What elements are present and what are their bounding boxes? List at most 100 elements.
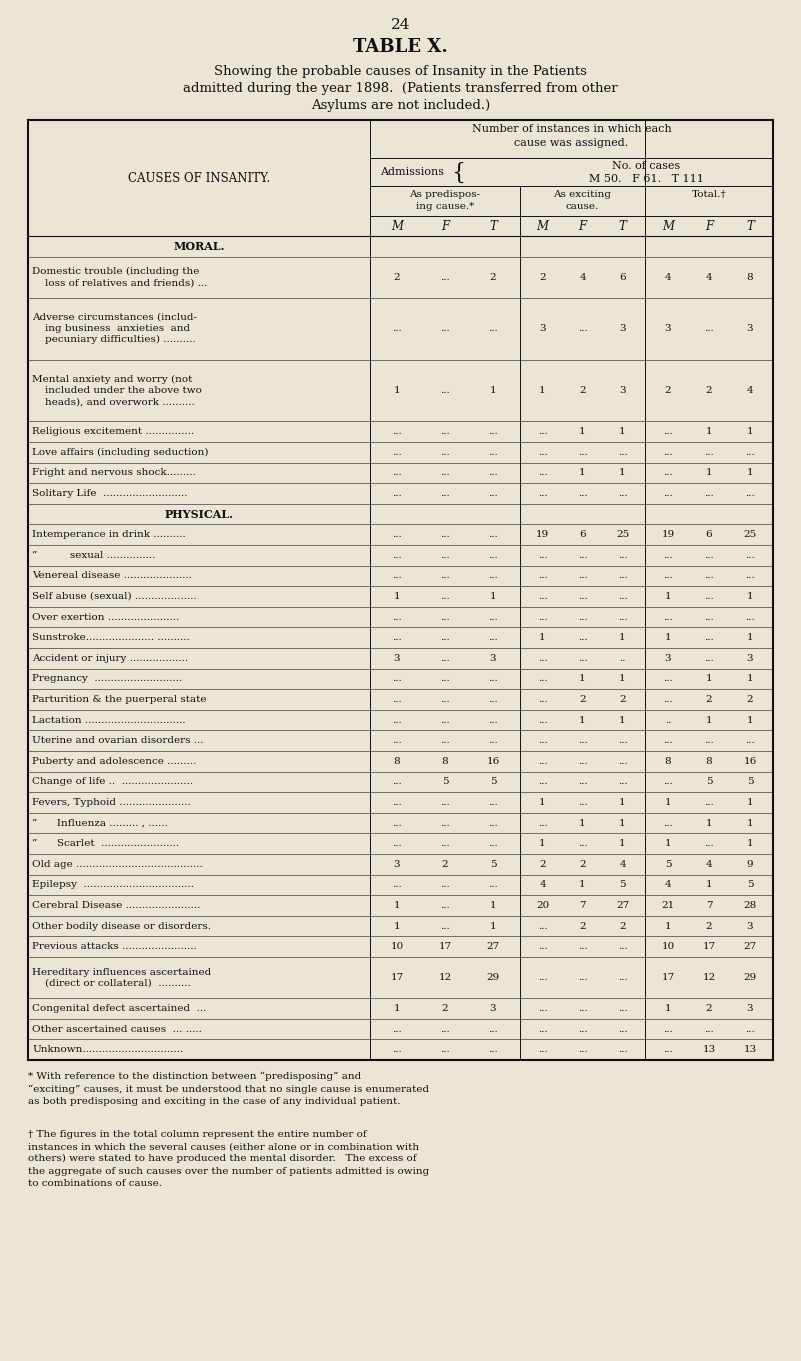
Text: {: { (451, 162, 465, 184)
Text: ...: ... (392, 448, 402, 457)
Text: ...: ... (440, 592, 450, 602)
Text: 4: 4 (706, 272, 712, 282)
Text: 10: 10 (390, 942, 404, 951)
Text: ...: ... (618, 1004, 627, 1013)
Text: ...: ... (745, 612, 755, 622)
Text: 21: 21 (662, 901, 674, 911)
Text: 9: 9 (747, 860, 753, 868)
Text: 24: 24 (391, 18, 410, 33)
Text: ...: ... (704, 551, 714, 559)
Text: ...: ... (704, 448, 714, 457)
Text: ...: ... (578, 592, 587, 602)
Text: ...: ... (440, 1025, 450, 1033)
Text: 20: 20 (536, 901, 549, 911)
Text: 6: 6 (619, 272, 626, 282)
Text: 1: 1 (579, 427, 586, 436)
Text: 5: 5 (665, 860, 671, 868)
Text: 16: 16 (486, 757, 500, 766)
Text: ...: ... (488, 612, 498, 622)
Text: ..: .. (619, 653, 626, 663)
Text: Fright and nervous shock.........: Fright and nervous shock......... (32, 468, 196, 478)
Text: ...: ... (578, 736, 587, 746)
Text: ...: ... (578, 942, 587, 951)
Text: 1: 1 (665, 633, 671, 642)
Text: Love affairs (including seduction): Love affairs (including seduction) (32, 448, 208, 457)
Text: Mental anxiety and worry (not
    included under the above two
    heads), and o: Mental anxiety and worry (not included u… (32, 374, 202, 406)
Text: Pregnancy  ...........................: Pregnancy ........................... (32, 675, 182, 683)
Text: T: T (746, 219, 754, 233)
Text: 5: 5 (489, 860, 497, 868)
Text: 1: 1 (619, 468, 626, 478)
Text: 3: 3 (747, 921, 753, 931)
Text: ...: ... (537, 592, 547, 602)
Text: 1: 1 (393, 592, 400, 602)
Text: 2: 2 (441, 860, 449, 868)
Text: 1: 1 (706, 427, 712, 436)
Text: 1: 1 (539, 633, 545, 642)
Text: 29: 29 (743, 973, 757, 983)
Text: ...: ... (578, 840, 587, 848)
Text: Number of instances in which each
cause was assigned.: Number of instances in which each cause … (472, 124, 671, 148)
Text: ...: ... (537, 489, 547, 498)
Text: ...: ... (488, 818, 498, 827)
Text: ...: ... (537, 777, 547, 787)
Text: 2: 2 (579, 860, 586, 868)
Text: 1: 1 (747, 592, 753, 602)
Text: ...: ... (392, 1045, 402, 1055)
Text: 1: 1 (393, 901, 400, 911)
Text: 12: 12 (702, 973, 715, 983)
Text: ...: ... (440, 448, 450, 457)
Text: Domestic trouble (including the
    loss of relatives and friends) ...: Domestic trouble (including the loss of … (32, 267, 207, 287)
Text: ...: ... (745, 1025, 755, 1033)
Text: Venereal disease .....................: Venereal disease ..................... (32, 572, 192, 580)
Text: ...: ... (745, 489, 755, 498)
Text: ...: ... (745, 572, 755, 580)
Text: 3: 3 (665, 324, 671, 333)
Text: 17: 17 (390, 973, 404, 983)
Text: ...: ... (578, 489, 587, 498)
Text: ...: ... (392, 716, 402, 724)
Text: ...: ... (440, 716, 450, 724)
Text: 1: 1 (539, 387, 545, 395)
Text: Sunstroke..................... ..........: Sunstroke..................... .........… (32, 633, 190, 642)
Text: M: M (391, 219, 403, 233)
Text: Self abuse (sexual) ...................: Self abuse (sexual) ................... (32, 592, 196, 602)
Text: 4: 4 (665, 272, 671, 282)
Text: ”      Scarlet  ........................: ” Scarlet ........................ (32, 840, 179, 848)
Text: 1: 1 (489, 901, 497, 911)
Text: 7: 7 (706, 901, 712, 911)
Text: 1: 1 (579, 881, 586, 889)
Text: ...: ... (488, 531, 498, 539)
Text: ...: ... (440, 387, 450, 395)
Text: ...: ... (704, 633, 714, 642)
Text: ...: ... (578, 973, 587, 983)
Text: F: F (578, 219, 586, 233)
Text: 1: 1 (619, 675, 626, 683)
Text: ...: ... (440, 675, 450, 683)
Text: 4: 4 (539, 881, 545, 889)
Text: ...: ... (440, 612, 450, 622)
Text: 1: 1 (706, 716, 712, 724)
Text: ...: ... (537, 757, 547, 766)
Text: ...: ... (618, 973, 627, 983)
Text: 27: 27 (743, 942, 757, 951)
Text: ...: ... (440, 633, 450, 642)
Text: ...: ... (578, 324, 587, 333)
Text: † The figures in the total column represent the entire number of
instances in wh: † The figures in the total column repres… (28, 1130, 429, 1188)
Text: Hereditary influences ascertained
    (direct or collateral)  ..........: Hereditary influences ascertained (direc… (32, 968, 211, 988)
Text: ...: ... (537, 1004, 547, 1013)
Text: 19: 19 (662, 531, 674, 539)
Text: 1: 1 (665, 1004, 671, 1013)
Text: 5: 5 (489, 777, 497, 787)
Text: 1: 1 (665, 592, 671, 602)
Text: ...: ... (488, 1045, 498, 1055)
Text: ...: ... (488, 675, 498, 683)
Text: 6: 6 (579, 531, 586, 539)
Text: ...: ... (488, 716, 498, 724)
Text: Puberty and adolescence .........: Puberty and adolescence ......... (32, 757, 196, 766)
Text: 5: 5 (747, 777, 753, 787)
Text: Admissions: Admissions (380, 167, 444, 177)
Text: ..: .. (665, 716, 671, 724)
Text: ...: ... (618, 592, 627, 602)
Text: ...: ... (537, 736, 547, 746)
